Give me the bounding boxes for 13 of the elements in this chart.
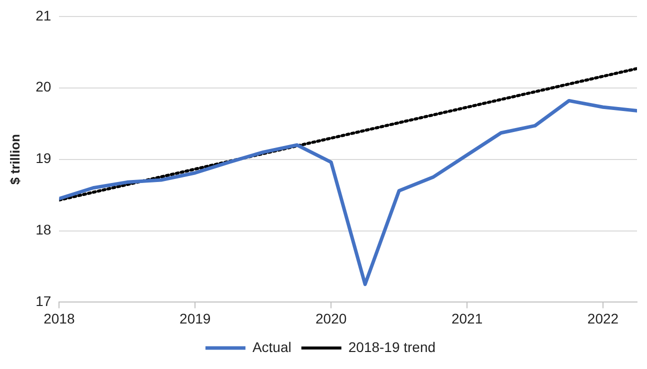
- x-tick-label: 2018: [44, 310, 75, 326]
- y-tick-label: 17: [36, 293, 52, 310]
- x-tick-label: 2019: [180, 310, 211, 326]
- y-tick-label: 18: [36, 222, 52, 238]
- legend-label: Actual: [252, 338, 292, 355]
- legend-label: 2018-19 trend: [348, 338, 436, 355]
- x-tick-label: 2021: [451, 310, 483, 326]
- y-tick-label: 21: [36, 7, 52, 24]
- x-tick-label: 2020: [316, 310, 347, 326]
- y-tick-label: 19: [36, 150, 52, 166]
- x-tick-label: 2022: [587, 310, 619, 326]
- y-tick-label: 20: [36, 78, 52, 95]
- y-axis-title: $ trillion: [7, 134, 22, 185]
